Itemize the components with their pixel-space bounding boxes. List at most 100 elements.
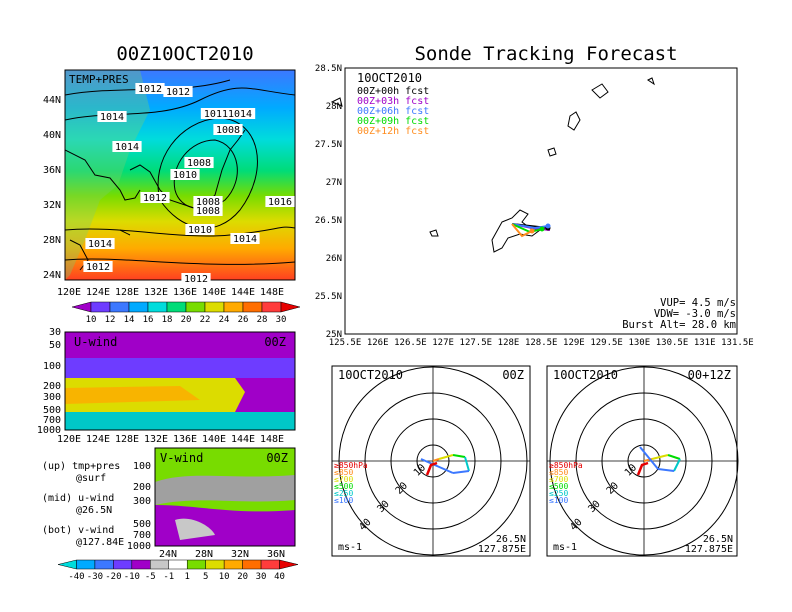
track-lon-tick: 126E [367,338,389,348]
isobar-label: 1014 [97,111,127,123]
isobar-label: 1010 [170,169,200,181]
map-lon-tick: 136E [173,287,197,298]
u-pressure-tick: 200 [43,381,61,392]
amami-island [567,111,581,131]
temp-colorbar-swatch [280,301,301,313]
v-wind-gray-patch [175,518,215,540]
hodograph-layer-label: ≤100 [334,496,353,505]
hodograph-units: ms-1 [338,542,362,553]
u-pressure-tick: 300 [43,392,61,403]
u-wind-band-weak [65,358,295,378]
wind-colorbar-label: -1 [163,572,174,582]
map-lon-tick: 144E [231,287,255,298]
track-lon-tick: 127.5E [460,338,493,348]
hodograph-segment [667,454,681,460]
v-wind-gray-band [155,475,295,505]
temp-colorbar-swatch [185,301,206,313]
map-lat-tick: 44N [43,95,61,106]
track-lon-tick: 130E [628,338,650,348]
isobar-label-text: 1008 [216,125,240,136]
isobar-label: 1012 [163,86,193,98]
track-lat-tick: 27.5N [315,140,342,150]
isobar-label: 1014 [85,238,115,250]
isobar-label: 1012 [181,273,211,285]
wind-colorbar-swatch [168,559,188,570]
isobar-label: 1010 [185,224,215,236]
track-lon-tick: 126.5E [394,338,427,348]
map-lon-ticks: 120E 124E 128E 132E 136E 140E 144E 148E [57,287,284,298]
v-wind-section [155,448,295,546]
u-lon-tick: 148E [260,434,284,445]
u-lon-tick: 136E [173,434,197,445]
wind-colorbar-swatch [260,559,280,570]
track-lon-tick: 128E [498,338,520,348]
hodograph-layer-label: ≤850 [334,468,353,477]
hodograph-layer-label: ≤100 [549,496,568,505]
isobar-label: 1008 [184,157,214,169]
u-pressure-tick: 50 [49,340,61,351]
map-lat-tick: 32N [43,200,61,211]
track-lon-tick: 127E [432,338,454,348]
islet-far-north [647,77,655,86]
isobar-label-text: 1008 [196,206,220,217]
isobar-label-bg [112,141,142,152]
hodograph-surface-segment [425,461,438,476]
temp-colorbar-swatch [128,301,149,313]
hodograph-layer-label: ≤250 [549,489,568,498]
track-lat-tick: 27N [326,178,342,188]
temp-colorbar-label: 22 [200,315,211,325]
kume-islet [330,97,343,107]
hodograph-lat: 26.5N [496,534,526,545]
wind-colorbar-label: -10 [124,572,140,582]
wind-colorbar-label: -40 [68,572,84,582]
isobar-label-bg [184,157,214,168]
track-lat-tick: 25N [326,330,342,340]
u-wind-frame [64,331,296,431]
wind-colorbar-swatch [223,559,243,570]
u-pressure-tick: 30 [49,327,61,338]
wind-colorbar-label: 40 [274,572,285,582]
map-frame [64,69,296,281]
vup-text: VUP= 4.5 m/s [660,297,736,309]
hodograph-layer-label: ≤700 [334,475,353,484]
forecast-legend-item: 00Z+00h fcst [357,86,429,97]
temp-colorbar-label: 24 [219,315,230,325]
temp-colorbar-label: 14 [124,315,135,325]
temp-colorbar-label: 28 [257,315,268,325]
track-06h [511,223,549,230]
track-lon-ticks: 125.5E 126E 126.5E 127E 127.5E 128E 128.5E 129E… [329,338,754,348]
legend-note-line2: @surf [76,473,106,484]
u-lon-tick: 144E [231,434,255,445]
map-panel-label: TEMP+PRES [69,73,129,86]
legend-note-line1: (mid) u-wind [42,493,114,504]
u-wind-band-lower [65,412,295,430]
v-wind-frame [154,447,296,547]
isobar-label-bg [85,238,115,249]
temp-colorbar-swatch [71,301,92,313]
isobar-label-bg [135,83,165,94]
hodograph-layer-label: ≤700 [549,475,568,484]
hodograph-date: 10OCT2010 [338,368,403,382]
hodograph-lat: 26.5N [703,534,733,545]
v-pressure-tick: 1000 [127,541,151,552]
temp-colorbar-swatch [109,301,130,313]
forecast-legend-item: 00Z+03h fcst [357,96,429,107]
wind-colorbar-label: -30 [87,572,103,582]
u-lon-tick: 132E [144,434,168,445]
wind-colorbar-swatch [57,559,77,570]
hodograph-lon: 127.875E [478,544,526,555]
temp-colorbar-label: 20 [181,315,192,325]
temp-colorbar-swatch [261,301,282,313]
u-pressure-tick: 1000 [37,425,61,436]
v-lat-tick: 32N [231,549,249,560]
track-lat-tick: 26.5N [315,216,342,226]
temp-colorbar-label: 30 [276,315,287,325]
isobar-label-bg [140,192,170,203]
track-lon-tick: 129.5E [590,338,623,348]
isobar-label: 1012 [140,192,170,204]
wind-colorbar-label: 30 [256,572,267,582]
hodograph-segment [452,454,466,458]
hodograph-surface-segment [636,461,649,476]
isobar-label-text: 1014 [88,239,112,250]
v-pressure-tick: 700 [133,530,151,541]
